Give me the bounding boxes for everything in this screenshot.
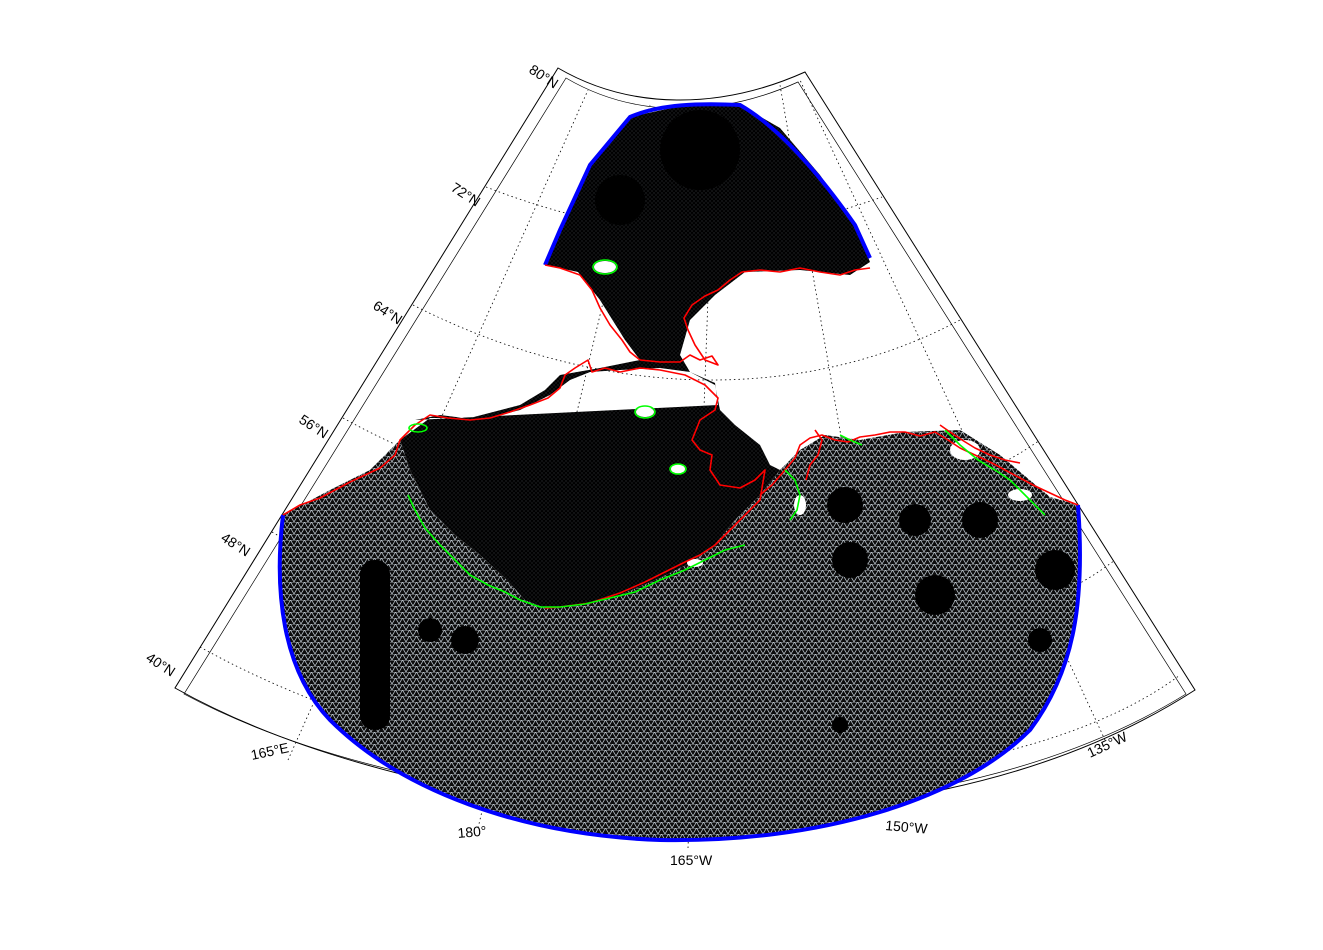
- open-boundary-south: [277, 504, 1083, 843]
- lon-label-150W: 150°W: [885, 817, 929, 837]
- coastline: [282, 264, 1079, 609]
- lon-label-180: 180°: [457, 823, 487, 841]
- map-frame: [174, 67, 1196, 813]
- longitude-labels: 165°E 180° 165°W 150°W 135°W: [249, 728, 1130, 868]
- open-boundary-north: [543, 102, 872, 266]
- island-outlines: [407, 259, 1046, 608]
- lon-label-165W: 165°W: [670, 852, 713, 868]
- lon-label-165E: 165°E: [249, 739, 290, 763]
